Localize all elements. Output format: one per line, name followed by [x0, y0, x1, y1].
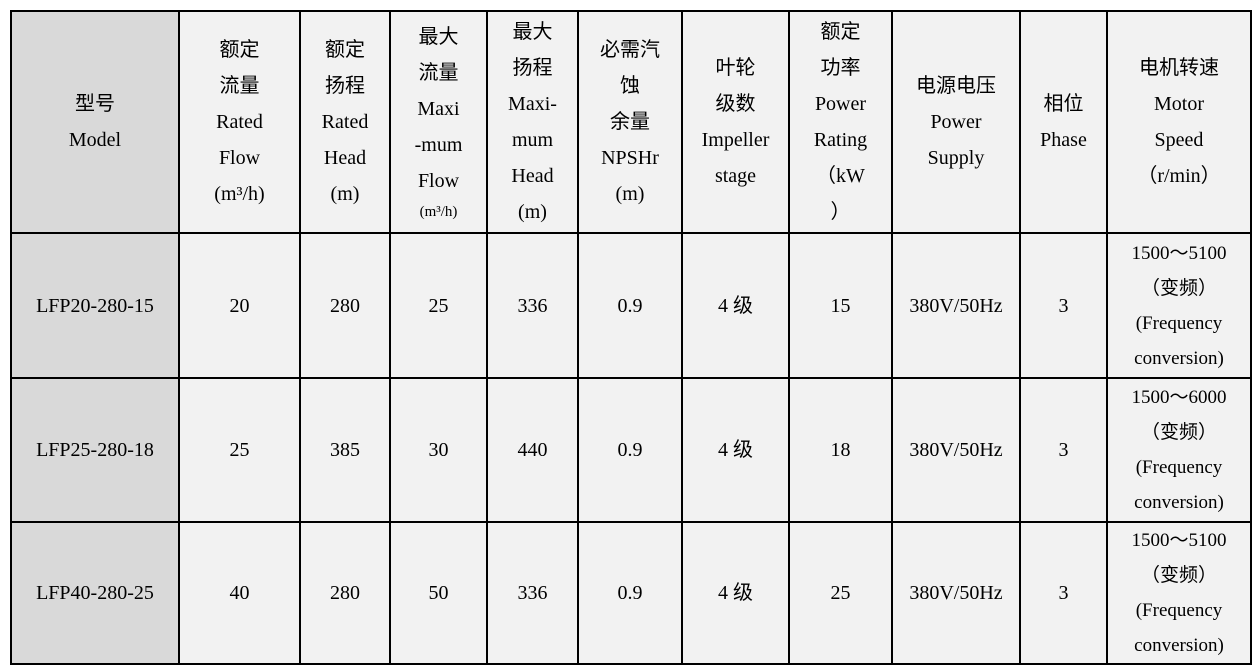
- table-row: LFP20-280-15 20 280 25 336 0.9 4 级 15 38…: [10, 232, 1252, 379]
- cell-motor-speed: 1500～5100 （变频） (Frequency conversion): [1106, 232, 1252, 379]
- cell-power-rating: 18: [788, 377, 893, 523]
- header-model: 型号 Model: [10, 10, 180, 234]
- cell-max-head: 440: [486, 377, 579, 523]
- cell-max-head: 336: [486, 232, 579, 379]
- cell-rated-head: 280: [299, 232, 391, 379]
- cell-model: LFP25-280-18: [10, 377, 180, 523]
- header-rated-flow: 额定 流量 Rated Flow (m³/h): [178, 10, 301, 234]
- header-rated-head: 额定 扬程 Rated Head (m): [299, 10, 391, 234]
- header-impeller-stage: 叶轮 级数 Impeller stage: [681, 10, 790, 234]
- cell-impeller-stage: 4 级: [681, 377, 790, 523]
- header-phase: 相位 Phase: [1019, 10, 1108, 234]
- cell-motor-speed: 1500～6000 （变频） (Frequency conversion): [1106, 377, 1252, 523]
- cell-rated-head: 385: [299, 377, 391, 523]
- cell-model: LFP40-280-25: [10, 521, 180, 665]
- cell-motor-speed: 1500～5100 （变频） (Frequency conversion): [1106, 521, 1252, 665]
- header-max-flow-text: 最大 流量 Maxi -mum Flow: [414, 26, 463, 192]
- header-power-supply: 电源电压 Power Supply: [891, 10, 1021, 234]
- cell-max-flow: 30: [389, 377, 488, 523]
- cell-power-rating: 15: [788, 232, 893, 379]
- cell-power-supply: 380V/50Hz: [891, 377, 1021, 523]
- cell-rated-flow: 40: [178, 521, 301, 665]
- cell-phase: 3: [1019, 232, 1108, 379]
- cell-phase: 3: [1019, 521, 1108, 665]
- cell-rated-flow: 25: [178, 377, 301, 523]
- cell-rated-head: 280: [299, 521, 391, 665]
- header-motor-speed: 电机转速 Motor Speed （r/min）: [1106, 10, 1252, 234]
- cell-max-flow: 25: [389, 232, 488, 379]
- header-row: 型号 Model 额定 流量 Rated Flow (m³/h) 额定 扬程 R…: [10, 10, 1252, 234]
- table-row: LFP40-280-25 40 280 50 336 0.9 4 级 25 38…: [10, 521, 1252, 665]
- header-npshr: 必需汽 蚀 余量 NPSHr (m): [577, 10, 683, 234]
- cell-phase: 3: [1019, 377, 1108, 523]
- cell-impeller-stage: 4 级: [681, 232, 790, 379]
- cell-impeller-stage: 4 级: [681, 521, 790, 665]
- table-row: LFP25-280-18 25 385 30 440 0.9 4 级 18 38…: [10, 377, 1252, 523]
- cell-npshr: 0.9: [577, 232, 683, 379]
- cell-max-flow: 50: [389, 521, 488, 665]
- cell-power-supply: 380V/50Hz: [891, 521, 1021, 665]
- cell-npshr: 0.9: [577, 521, 683, 665]
- pump-spec-table: 型号 Model 额定 流量 Rated Flow (m³/h) 额定 扬程 R…: [10, 10, 1252, 665]
- header-max-flow-unit: (m³/h): [419, 204, 458, 220]
- cell-power-supply: 380V/50Hz: [891, 232, 1021, 379]
- cell-npshr: 0.9: [577, 377, 683, 523]
- header-max-flow: 最大 流量 Maxi -mum Flow (m³/h): [389, 10, 488, 234]
- cell-model: LFP20-280-15: [10, 232, 180, 379]
- header-max-head: 最大 扬程 Maxi- mum Head (m): [486, 10, 579, 234]
- cell-power-rating: 25: [788, 521, 893, 665]
- cell-max-head: 336: [486, 521, 579, 665]
- cell-rated-flow: 20: [178, 232, 301, 379]
- header-power-rating: 额定 功率 Power Rating （kW ）: [788, 10, 893, 234]
